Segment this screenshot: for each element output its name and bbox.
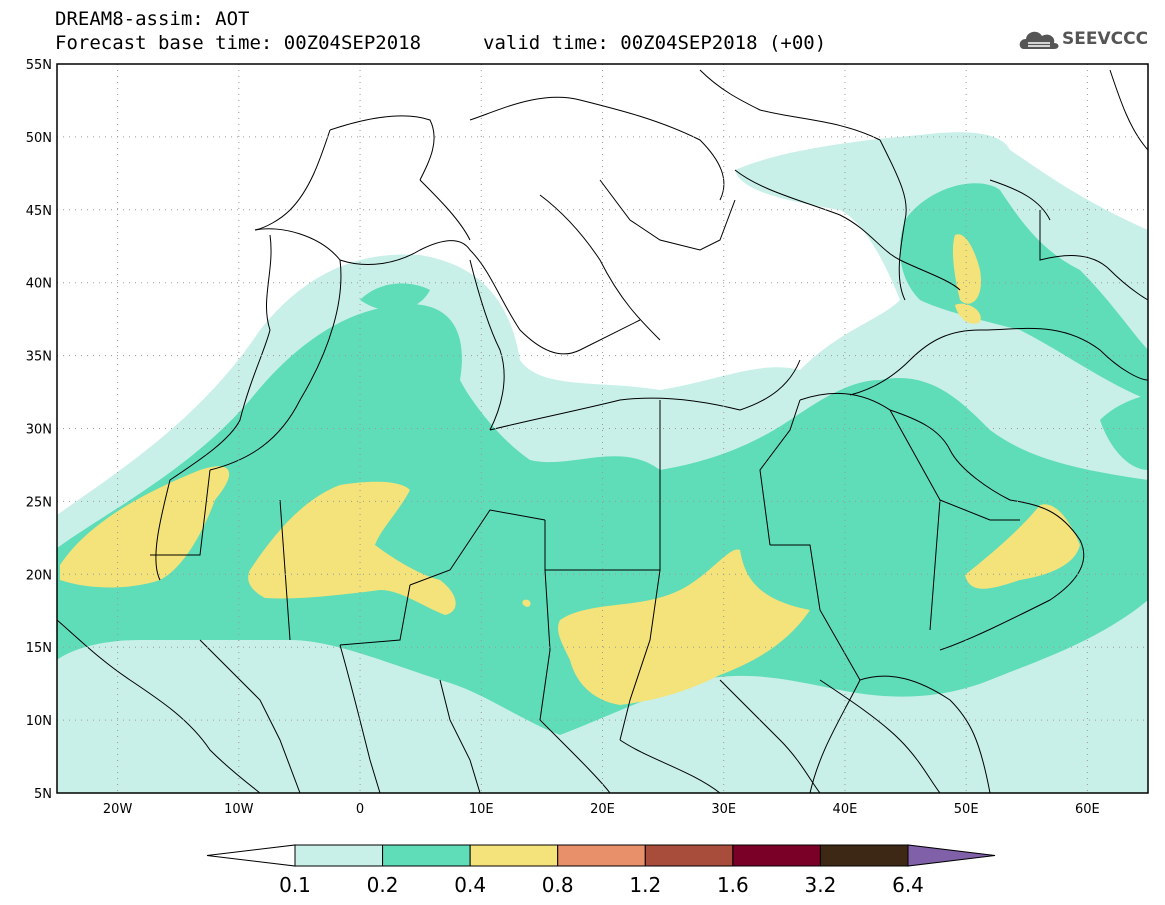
valid-time: valid time: 00Z04SEP2018 (+00) (483, 32, 827, 54)
lon-label: 10W (224, 802, 254, 817)
colorbar-label: 0.1 (279, 873, 311, 897)
colorbar-under-arrow (206, 844, 296, 867)
colorbar-bin (732, 844, 821, 867)
lat-label: 5N (34, 787, 52, 802)
colorbar-bin (644, 844, 734, 867)
colorbar-over-arrow (907, 844, 996, 867)
colorbar-bin (819, 844, 909, 867)
lon-label: 60E (1075, 802, 1100, 817)
lon-label: 50E (954, 802, 979, 817)
colorbar-label: 1.2 (629, 873, 661, 897)
lat-label: 50N (26, 131, 52, 146)
lon-label: 30E (711, 802, 736, 817)
colorbar-label: 0.8 (542, 873, 574, 897)
aot-band-0-4 (60, 234, 1080, 705)
lon-label: 40E (833, 802, 858, 817)
lon-label: 10E (469, 802, 494, 817)
colorbar-bin (382, 844, 471, 867)
lat-label: 45N (26, 204, 52, 219)
colorbar-bin (557, 844, 646, 867)
country-borders (57, 69, 1148, 793)
colorbar-label: 1.6 (717, 873, 749, 897)
colorbar-bin (469, 844, 559, 867)
lat-label: 35N (26, 350, 52, 365)
colorbar-label: 6.4 (892, 873, 924, 897)
lat-label: 20N (26, 568, 52, 583)
seevccc-logo: SEEVCCC (1062, 29, 1149, 49)
lat-label: 40N (26, 277, 52, 292)
lat-label: 25N (26, 495, 52, 510)
lat-label: 30N (26, 423, 52, 438)
forecast-base-time: Forecast base time: 00Z04SEP2018 (55, 32, 422, 54)
lat-label: 15N (26, 641, 52, 656)
colorbar-label: 0.2 (367, 873, 399, 897)
map-title: DREAM8-assim: AOT (55, 8, 250, 30)
lat-label: 10N (26, 714, 52, 729)
colorbar-label: 3.2 (805, 873, 837, 897)
lon-label: 20E (590, 802, 615, 817)
colorbar-bin (294, 844, 384, 867)
lat-label: 55N (26, 58, 52, 73)
cloud-logo-icon (1019, 31, 1059, 49)
map-frame (56, 63, 1149, 794)
lon-label: 20W (103, 802, 133, 817)
colorbar-label: 0.4 (454, 873, 486, 897)
lon-label: 0 (356, 802, 364, 817)
